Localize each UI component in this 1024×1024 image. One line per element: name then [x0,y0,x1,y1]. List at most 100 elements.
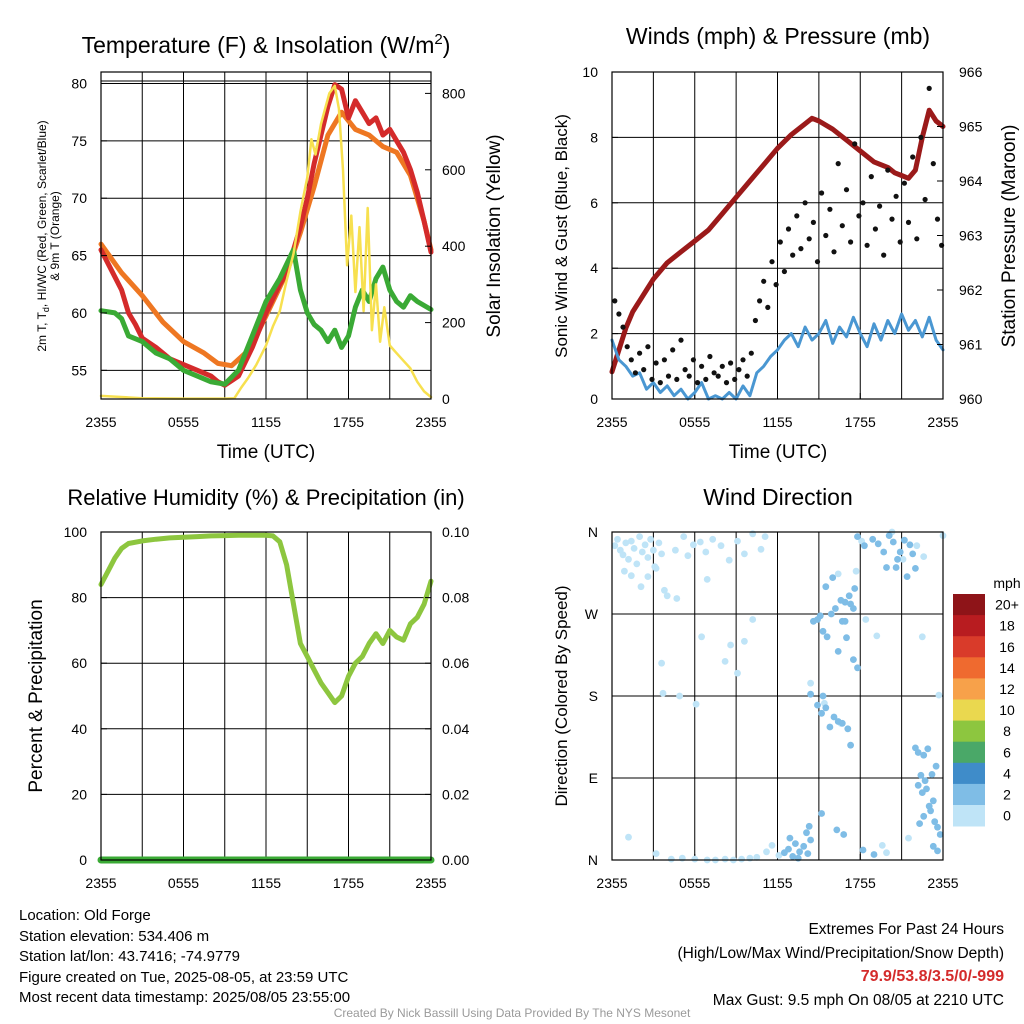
direction-point [768,842,776,849]
direction-point [818,810,825,817]
legend-label: 4 [1003,765,1011,781]
direction-point [696,538,704,546]
panel-1: 2355 0555 1155 1755 235555606570758002004006… [35,31,505,463]
legend-swatch [953,678,985,700]
y-axis-label-text: Direction (Colored By Speed) [552,585,571,806]
extremes-title: Extremes For Past 24 Hours [808,921,1004,938]
gust-point [653,360,659,366]
direction-point [814,616,821,623]
y-axis-label-text: Percent & Precipitation [26,599,47,792]
y-tick-label: 6 [590,195,598,211]
direction-point [818,709,825,717]
station-latlon: Station lat/lon: 43.7416; -74.9779 [19,948,241,965]
direction-point [614,535,621,543]
gust-point [790,252,796,258]
direction-point [650,546,657,554]
gust-point [926,85,932,91]
legend-swatch [953,594,985,616]
x-tick-label: 1155 [251,414,281,430]
y-tick-label: W [585,606,599,622]
direction-point [644,554,652,561]
direction-point [786,834,794,842]
direction-point [619,551,627,559]
gust-point [852,141,858,147]
y-tick-label: N [588,524,598,540]
direction-point [931,818,939,826]
direction-point [829,574,837,581]
gust-point [843,187,850,193]
x-tick-label: 1755 [845,875,876,891]
direction-point [923,785,930,793]
y-tick-label: 80 [71,590,87,606]
direction-point [822,583,830,591]
y-tick-label: 8 [590,129,598,145]
y-tick-label: 40 [71,721,87,737]
y-tick-label: 20 [71,786,87,802]
direction-point [869,535,877,543]
direction-point [883,849,890,857]
gust-point [674,376,680,382]
direction-point [761,533,769,540]
y-tick-label: 55 [71,362,87,378]
gust-point [823,232,829,239]
y-tick-label: 100 [64,524,88,540]
direction-point [661,586,668,594]
direction-point [807,836,814,844]
direction-point [691,855,699,863]
legend-swatch [953,783,985,806]
direction-point [845,592,853,600]
gust-point [773,282,779,288]
gust-point [864,242,870,248]
direction-point [847,741,854,749]
direction-point [913,542,921,550]
x-tick-label: 2355 [415,875,446,891]
legend-label: 6 [1003,744,1011,760]
direction-point [928,771,936,778]
direction-point [899,555,907,563]
gust-point [624,344,630,350]
chart-title: Temperature (F) & Insolation (W/m2) [82,31,451,58]
y-tick-label: 65 [71,248,87,264]
direction-point [841,598,849,606]
direction-point [734,669,741,677]
x-tick-label: 1155 [762,875,792,891]
direction-point [862,616,870,623]
direction-point [827,610,835,618]
direction-point [844,725,852,733]
direction-point [796,848,803,856]
series-line [98,247,434,387]
direction-point [637,583,645,591]
gust-point [934,216,941,222]
y-tick-label-right: 400 [442,238,466,254]
gust-point [649,376,655,382]
gust-point [765,304,771,310]
legend-swatch [953,805,985,827]
direction-point [692,700,700,708]
direction-point [673,595,681,602]
direction-point [611,542,619,550]
y-tick-label-right: 0.00 [442,852,469,868]
gust-point [930,161,936,167]
direction-point [702,548,710,556]
gust-point [848,239,854,245]
direction-point [854,664,861,672]
y-axis-label-right: Solar Insolation (Yellow) [484,134,505,337]
y-tick-label: E [589,770,598,786]
y-tick-label: 60 [71,655,87,671]
gust-point [889,216,895,222]
legend-swatch [953,741,985,764]
y-tick-label-right: 0 [442,391,450,407]
gust-point [905,219,912,225]
y-tick-label: 80 [71,75,87,91]
direction-point [920,553,928,560]
y-tick-label: 70 [71,190,87,206]
gust-point [910,154,916,160]
legend-label: 10 [999,702,1015,718]
direction-point [703,576,711,583]
gust-point [728,360,734,366]
direction-point [934,823,941,831]
direction-point [917,771,925,779]
direction-point [633,560,641,568]
direction-point [663,592,671,600]
gust-point [831,249,837,255]
